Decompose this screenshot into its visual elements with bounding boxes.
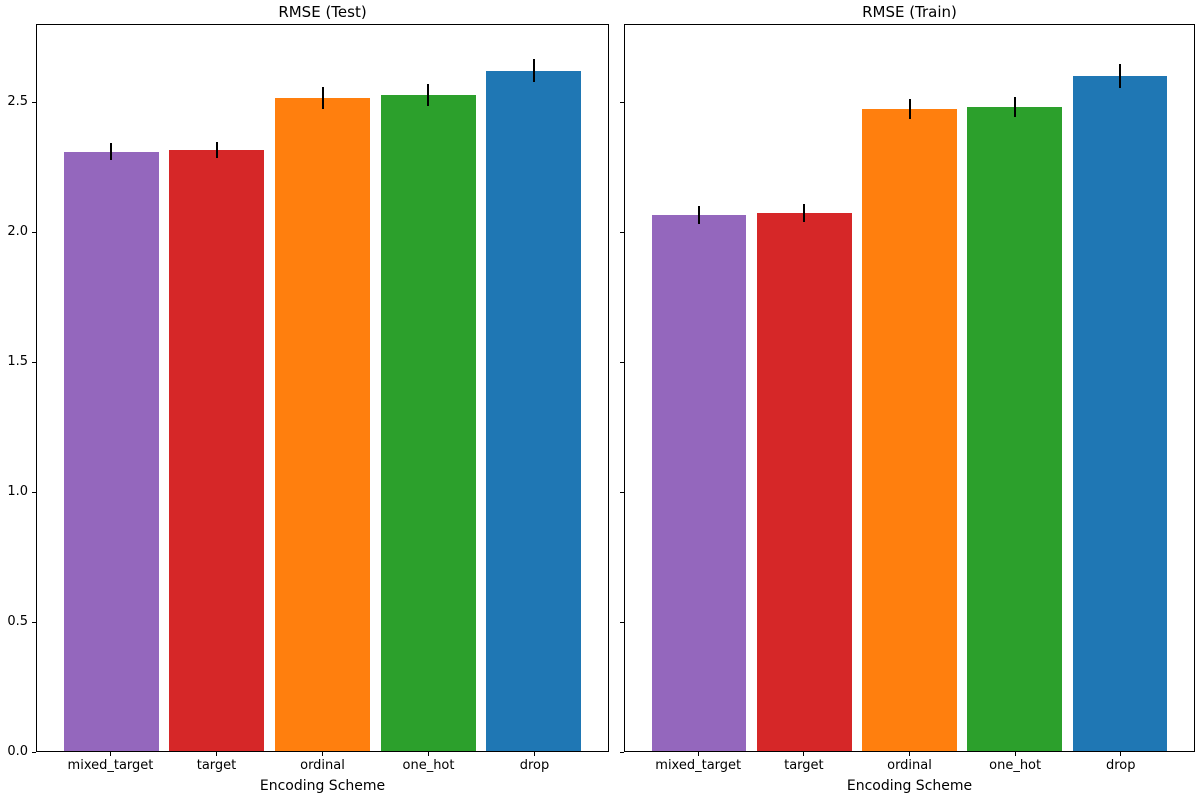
bar-target xyxy=(169,149,265,751)
x-tick-ordinal xyxy=(322,752,323,756)
y-tick-0.0 xyxy=(620,751,624,753)
bar-mixed_target xyxy=(63,151,159,751)
y-tick-label-1.5: 1.5 xyxy=(7,354,28,369)
bar-drop xyxy=(1072,75,1168,751)
y-tick-1.5 xyxy=(620,361,624,363)
error-bar-drop xyxy=(1119,63,1122,89)
y-tick-2.0 xyxy=(32,231,36,233)
x-tick-mixed_target xyxy=(697,752,699,756)
x-tick-label-ordinal: ordinal xyxy=(887,758,932,773)
y-tick-2.0 xyxy=(620,231,624,233)
x-axis-label-test: Encoding Scheme xyxy=(259,778,386,794)
x-tick-drop xyxy=(1120,752,1122,756)
axes-rmse-test xyxy=(36,24,609,752)
axes-rmse-train xyxy=(624,24,1195,752)
y-tick-label-0.5: 0.5 xyxy=(7,614,28,629)
bar-one_hot xyxy=(967,106,1063,751)
error-bar-mixed_target xyxy=(110,142,113,161)
error-bar-drop xyxy=(532,59,535,83)
x-tick-label-mixed_target: mixed_target xyxy=(655,758,742,773)
x-tick-mixed_target xyxy=(109,752,111,756)
y-tick-label-0.0: 0.0 xyxy=(7,744,28,759)
error-bar-one_hot xyxy=(1013,96,1016,118)
y-tick-1.0 xyxy=(620,491,624,493)
y-tick-0.0 xyxy=(32,751,36,753)
x-tick-label-drop: drop xyxy=(519,758,550,773)
y-tick-0.5 xyxy=(620,621,624,623)
y-tick-label-2.5: 2.5 xyxy=(7,94,28,109)
x-axis-label-train: Encoding Scheme xyxy=(846,778,973,794)
x-tick-ordinal xyxy=(909,752,910,756)
bar-drop xyxy=(486,70,582,751)
error-bar-target xyxy=(215,141,218,159)
x-tick-label-drop: drop xyxy=(1106,758,1136,773)
bar-one_hot xyxy=(380,95,476,751)
bar-target xyxy=(756,212,852,751)
bar-mixed_target xyxy=(651,214,747,751)
x-tick-label-mixed_target: mixed_target xyxy=(67,758,154,773)
y-tick-label-1.0: 1.0 xyxy=(7,484,28,499)
y-tick-1.0 xyxy=(32,491,36,493)
x-tick-drop xyxy=(534,752,535,756)
error-bar-ordinal xyxy=(908,98,911,120)
x-tick-label-one_hot: one_hot xyxy=(402,758,455,773)
x-tick-label-ordinal: ordinal xyxy=(300,758,345,773)
y-tick-2.5 xyxy=(32,101,36,103)
x-tick-label-target: target xyxy=(784,758,824,773)
x-tick-target xyxy=(215,752,217,756)
x-tick-label-target: target xyxy=(196,758,237,773)
x-tick-label-one_hot: one_hot xyxy=(989,758,1042,773)
bar-ordinal xyxy=(274,97,371,751)
bar-ordinal xyxy=(862,109,957,751)
error-bar-mixed_target xyxy=(697,206,700,224)
error-bar-one_hot xyxy=(427,84,430,107)
y-tick-1.5 xyxy=(32,361,36,363)
x-tick-one_hot xyxy=(1014,752,1016,756)
x-tick-one_hot xyxy=(428,752,429,756)
subplot-title-test: RMSE (Test) xyxy=(278,3,367,21)
error-bar-target xyxy=(803,204,806,222)
y-tick-label-2.0: 2.0 xyxy=(7,224,28,239)
y-tick-0.5 xyxy=(32,621,36,623)
error-bar-ordinal xyxy=(321,86,324,109)
x-tick-target xyxy=(803,752,805,756)
y-tick-2.5 xyxy=(620,101,624,103)
subplot-title-train: RMSE (Train) xyxy=(862,3,957,21)
